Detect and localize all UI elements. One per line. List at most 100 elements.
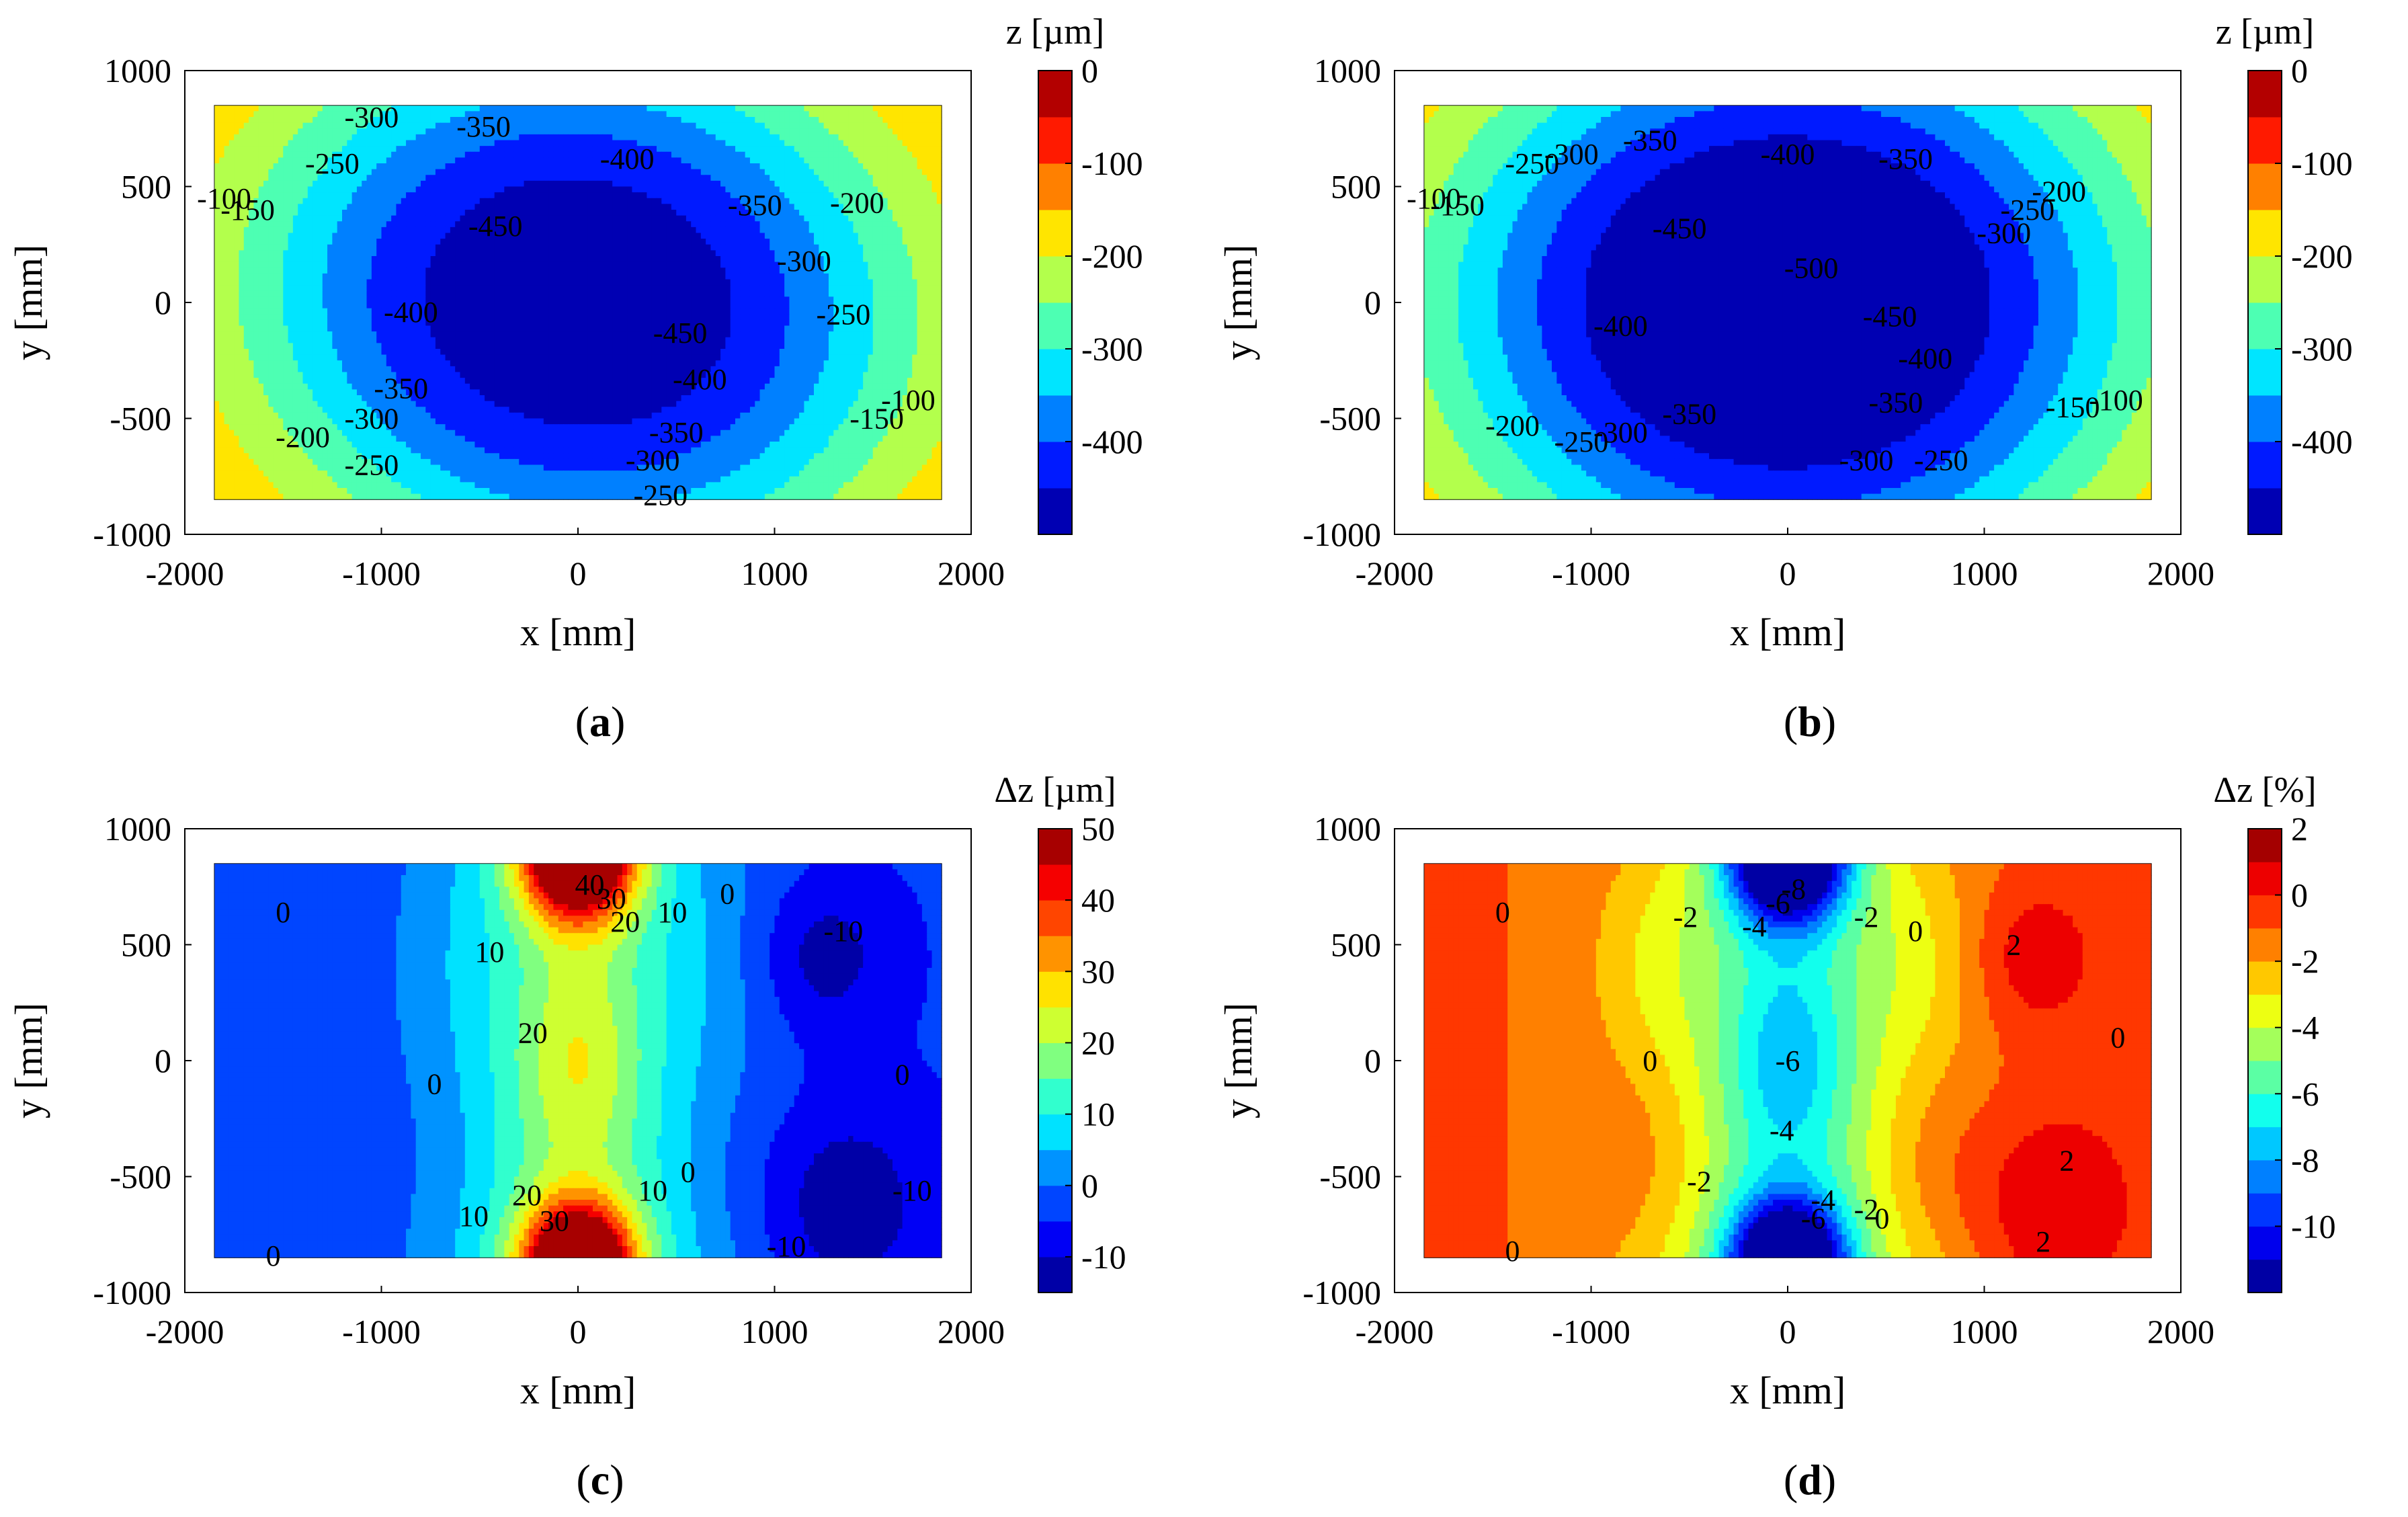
contour-cell bbox=[538, 227, 544, 234]
contour-cell bbox=[804, 134, 810, 141]
contour-cell bbox=[632, 233, 638, 239]
contour-cell bbox=[415, 290, 421, 297]
contour-cell bbox=[770, 290, 776, 297]
contour-cell bbox=[509, 215, 515, 222]
contour-cell bbox=[356, 134, 362, 141]
contour-cell bbox=[298, 273, 304, 280]
contour-cell bbox=[794, 163, 800, 170]
contour-cell bbox=[706, 146, 712, 153]
contour-cell bbox=[421, 157, 426, 164]
contour-cell bbox=[317, 128, 323, 135]
contour-cell bbox=[578, 296, 583, 303]
contour-cell bbox=[671, 285, 677, 292]
contour-cell bbox=[479, 250, 485, 257]
contour-cell bbox=[470, 175, 476, 181]
contour-cell bbox=[755, 268, 761, 274]
contour-cell bbox=[460, 157, 466, 164]
contour-cell bbox=[485, 169, 490, 175]
contour-cell bbox=[907, 105, 913, 112]
contour-cell bbox=[710, 186, 716, 193]
contour-cell bbox=[770, 117, 776, 124]
contour-cell bbox=[872, 175, 878, 181]
contour-cell bbox=[558, 204, 564, 210]
contour-cell bbox=[657, 175, 662, 181]
contour-cell bbox=[804, 157, 810, 164]
contour-cell bbox=[602, 134, 608, 141]
contour-cell bbox=[371, 273, 377, 280]
contour-cell bbox=[651, 122, 657, 129]
contour-cell bbox=[317, 122, 323, 129]
contour-cell bbox=[833, 180, 839, 188]
contour-cell bbox=[887, 250, 893, 257]
contour-cell bbox=[524, 175, 530, 181]
contour-cell bbox=[907, 279, 913, 286]
contour-cell bbox=[749, 117, 755, 124]
contour-cell bbox=[278, 233, 284, 239]
contour-cell bbox=[534, 186, 540, 193]
contour-cell bbox=[666, 227, 672, 234]
contour-cell bbox=[607, 163, 613, 170]
contour-cell bbox=[715, 233, 721, 239]
contour-cell bbox=[470, 157, 476, 164]
contour-cell bbox=[878, 290, 883, 297]
contour-cell bbox=[371, 128, 377, 135]
contour-cell bbox=[917, 210, 923, 216]
contour-cell bbox=[337, 157, 343, 164]
contour-cell bbox=[440, 268, 446, 274]
contour-cell bbox=[779, 290, 785, 297]
contour-cell bbox=[307, 250, 313, 257]
contour-cell bbox=[642, 268, 647, 274]
contour-cell bbox=[460, 215, 466, 222]
contour-cell bbox=[219, 186, 225, 193]
contour-cell bbox=[872, 227, 878, 234]
contour-cell bbox=[371, 296, 377, 303]
contour-cell bbox=[337, 221, 343, 228]
contour-cell bbox=[804, 268, 810, 274]
contour-cell bbox=[597, 134, 604, 141]
contour-cell bbox=[647, 105, 653, 112]
contour-cell bbox=[347, 122, 353, 129]
contour-cell bbox=[681, 210, 687, 216]
contour-cell bbox=[617, 285, 623, 292]
contour-cell bbox=[494, 273, 500, 280]
contour-cell bbox=[504, 163, 510, 170]
contour-cell bbox=[587, 210, 593, 216]
contour-cell bbox=[710, 111, 716, 118]
contour-cell bbox=[455, 111, 461, 118]
contour-cell bbox=[376, 221, 382, 228]
contour-cell bbox=[327, 296, 333, 303]
contour-cell bbox=[578, 111, 583, 118]
contour-cell bbox=[607, 134, 613, 141]
contour-cell bbox=[313, 105, 319, 112]
contour-cell bbox=[322, 296, 328, 303]
contour-cell bbox=[543, 198, 549, 204]
contour-cell bbox=[878, 233, 883, 239]
contour-cell bbox=[740, 198, 746, 204]
contour-cell bbox=[322, 279, 328, 286]
contour-cell bbox=[243, 175, 249, 181]
contour-cell bbox=[612, 215, 618, 222]
contour-cell bbox=[406, 157, 411, 164]
contour-cell bbox=[445, 157, 451, 164]
contour-cell bbox=[863, 285, 869, 292]
contour-cell bbox=[804, 117, 810, 124]
contour-cell bbox=[636, 273, 642, 280]
contour-cell bbox=[558, 239, 564, 245]
contour-cell bbox=[907, 163, 913, 170]
contour-cell bbox=[356, 261, 362, 268]
contour-cell bbox=[234, 273, 240, 280]
contour-cell bbox=[347, 233, 353, 239]
contour-cell bbox=[774, 239, 780, 245]
contour-cell bbox=[587, 261, 593, 268]
contour-cell bbox=[931, 105, 938, 112]
contour-cell bbox=[725, 105, 731, 112]
contour-cell bbox=[356, 117, 362, 124]
contour-cell bbox=[440, 175, 446, 181]
contour-cell bbox=[636, 221, 642, 228]
contour-cell bbox=[278, 117, 284, 124]
contour-cell bbox=[470, 146, 476, 153]
contour-cell bbox=[686, 273, 692, 280]
contour-cell bbox=[882, 285, 888, 292]
contour-cell bbox=[612, 157, 618, 164]
contour-cell bbox=[755, 290, 761, 297]
